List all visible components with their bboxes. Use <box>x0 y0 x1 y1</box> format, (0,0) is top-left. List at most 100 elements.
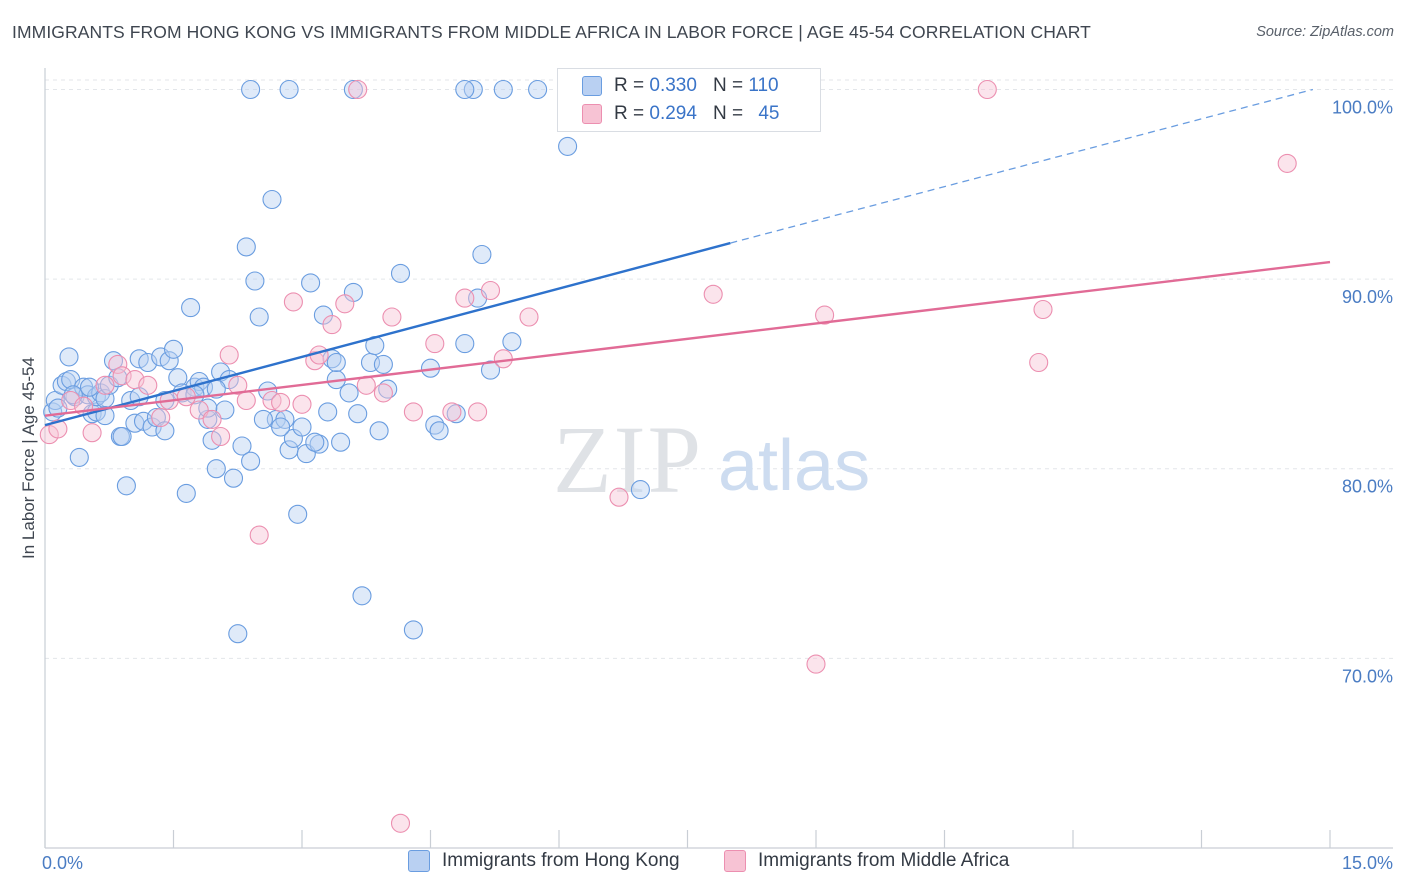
chart-title: IMMIGRANTS FROM HONG KONG VS IMMIGRANTS … <box>12 22 1091 42</box>
point-middle-africa <box>455 288 475 308</box>
point-hong-kong <box>168 368 188 388</box>
point-middle-africa <box>283 292 303 312</box>
point-middle-africa <box>519 307 539 327</box>
point-hong-kong <box>369 421 389 441</box>
y-tick-labels: 70.0% 80.0% 90.0% 100.0% <box>1332 97 1393 686</box>
point-middle-africa <box>403 402 423 422</box>
y-axis-label: In Labor Force | Age 45-54 <box>19 357 38 559</box>
point-hong-kong <box>176 483 196 503</box>
point-middle-africa <box>425 334 445 354</box>
legend-swatch-blue <box>582 76 602 96</box>
point-middle-africa <box>815 305 835 325</box>
point-hong-kong <box>558 136 578 156</box>
chart-source: Source: ZipAtlas.com <box>1256 24 1394 40</box>
series-label-hong-kong: Immigrants from Hong Kong <box>442 850 680 871</box>
point-hong-kong <box>241 79 261 100</box>
legend-row-hong-kong: R = 0.330 N = 110 <box>558 72 779 100</box>
y-tick-label: 100.0% <box>1332 97 1393 117</box>
point-hong-kong <box>215 400 235 420</box>
point-hong-kong <box>262 189 282 210</box>
point-hong-kong <box>228 624 248 644</box>
point-hong-kong <box>249 307 269 327</box>
point-middle-africa <box>468 402 488 422</box>
point-middle-africa <box>228 375 248 395</box>
point-hong-kong <box>232 436 252 456</box>
point-middle-africa <box>236 390 256 411</box>
point-hong-kong <box>318 402 338 422</box>
watermark-atlas: atlas <box>718 426 870 506</box>
point-middle-africa <box>95 375 115 395</box>
point-hong-kong <box>348 404 368 424</box>
point-middle-africa <box>382 307 402 327</box>
point-middle-africa <box>1033 299 1053 320</box>
point-hong-kong <box>116 476 136 496</box>
point-hong-kong <box>472 244 492 265</box>
y-tick-label: 80.0% <box>1342 477 1393 497</box>
point-hong-kong <box>455 334 475 354</box>
point-hong-kong <box>493 79 513 100</box>
series-legend: Immigrants from Hong Kong Immigrants fro… <box>0 850 1406 878</box>
point-middle-africa <box>335 294 355 314</box>
point-hong-kong <box>352 586 372 606</box>
point-hong-kong <box>112 426 132 447</box>
point-middle-africa <box>151 407 171 428</box>
series-legend-middle-africa: Immigrants from Middle Africa <box>724 850 1009 872</box>
legend-r-label: R = <box>614 75 645 96</box>
legend-n-label: N = <box>712 103 744 124</box>
point-hong-kong <box>429 421 449 441</box>
point-hong-kong <box>339 383 359 403</box>
point-hong-kong <box>279 79 299 100</box>
legend-row-middle-africa: R = 0.294 N = 45 <box>558 100 779 128</box>
legend-n-label: N = <box>712 75 744 96</box>
point-middle-africa <box>322 315 342 335</box>
trend-line-middle-africa <box>44 260 1331 417</box>
point-middle-africa <box>202 409 222 429</box>
legend-r-value: 0.294 <box>649 103 697 124</box>
point-hong-kong <box>181 298 201 318</box>
point-middle-africa <box>806 654 826 674</box>
point-middle-africa <box>112 366 132 386</box>
point-middle-africa <box>189 400 209 420</box>
point-hong-kong <box>630 480 650 500</box>
point-middle-africa <box>219 345 239 365</box>
legend-r-value: 0.330 <box>649 75 697 96</box>
series-legend-hong-kong: Immigrants from Hong Kong <box>408 850 680 872</box>
series-label-middle-africa: Immigrants from Middle Africa <box>758 850 1010 871</box>
point-hong-kong <box>301 273 321 293</box>
legend-r-label: R = <box>614 103 645 124</box>
series-swatch-pink <box>724 850 746 872</box>
point-middle-africa <box>442 402 462 422</box>
series-swatch-blue <box>408 850 430 872</box>
point-middle-africa <box>271 392 291 412</box>
point-hong-kong <box>271 417 291 437</box>
point-middle-africa <box>1029 352 1049 373</box>
point-hong-kong <box>331 432 351 452</box>
point-hong-kong <box>69 447 89 467</box>
point-hong-kong <box>206 459 226 479</box>
point-middle-africa <box>108 354 128 374</box>
point-middle-africa <box>609 487 629 507</box>
point-middle-africa <box>493 349 513 369</box>
x-tick-labels: 0.0% 15.0% <box>42 853 1393 873</box>
point-hong-kong <box>403 620 423 640</box>
x-tick-label: 15.0% <box>1342 853 1393 873</box>
point-hong-kong <box>159 351 179 371</box>
point-hong-kong <box>241 451 261 471</box>
point-middle-africa <box>348 79 368 100</box>
point-hong-kong <box>163 339 184 359</box>
legend-n-value: 45 <box>758 103 780 124</box>
point-hong-kong <box>390 263 411 283</box>
legend: R = 0.330 N = 110 R = 0.294 N = 45 <box>557 68 821 132</box>
point-middle-africa <box>390 813 411 833</box>
point-hong-kong <box>288 504 308 524</box>
y-tick-label: 70.0% <box>1342 666 1393 686</box>
point-hong-kong <box>455 79 475 100</box>
point-hong-kong <box>292 417 312 437</box>
point-hong-kong <box>528 79 548 100</box>
point-middle-africa <box>1277 153 1297 173</box>
point-middle-africa <box>373 383 393 403</box>
watermark: ZIP atlas <box>553 406 870 513</box>
trend-line-hong-kong-extension <box>730 88 1314 244</box>
trend-lines <box>44 88 1331 427</box>
